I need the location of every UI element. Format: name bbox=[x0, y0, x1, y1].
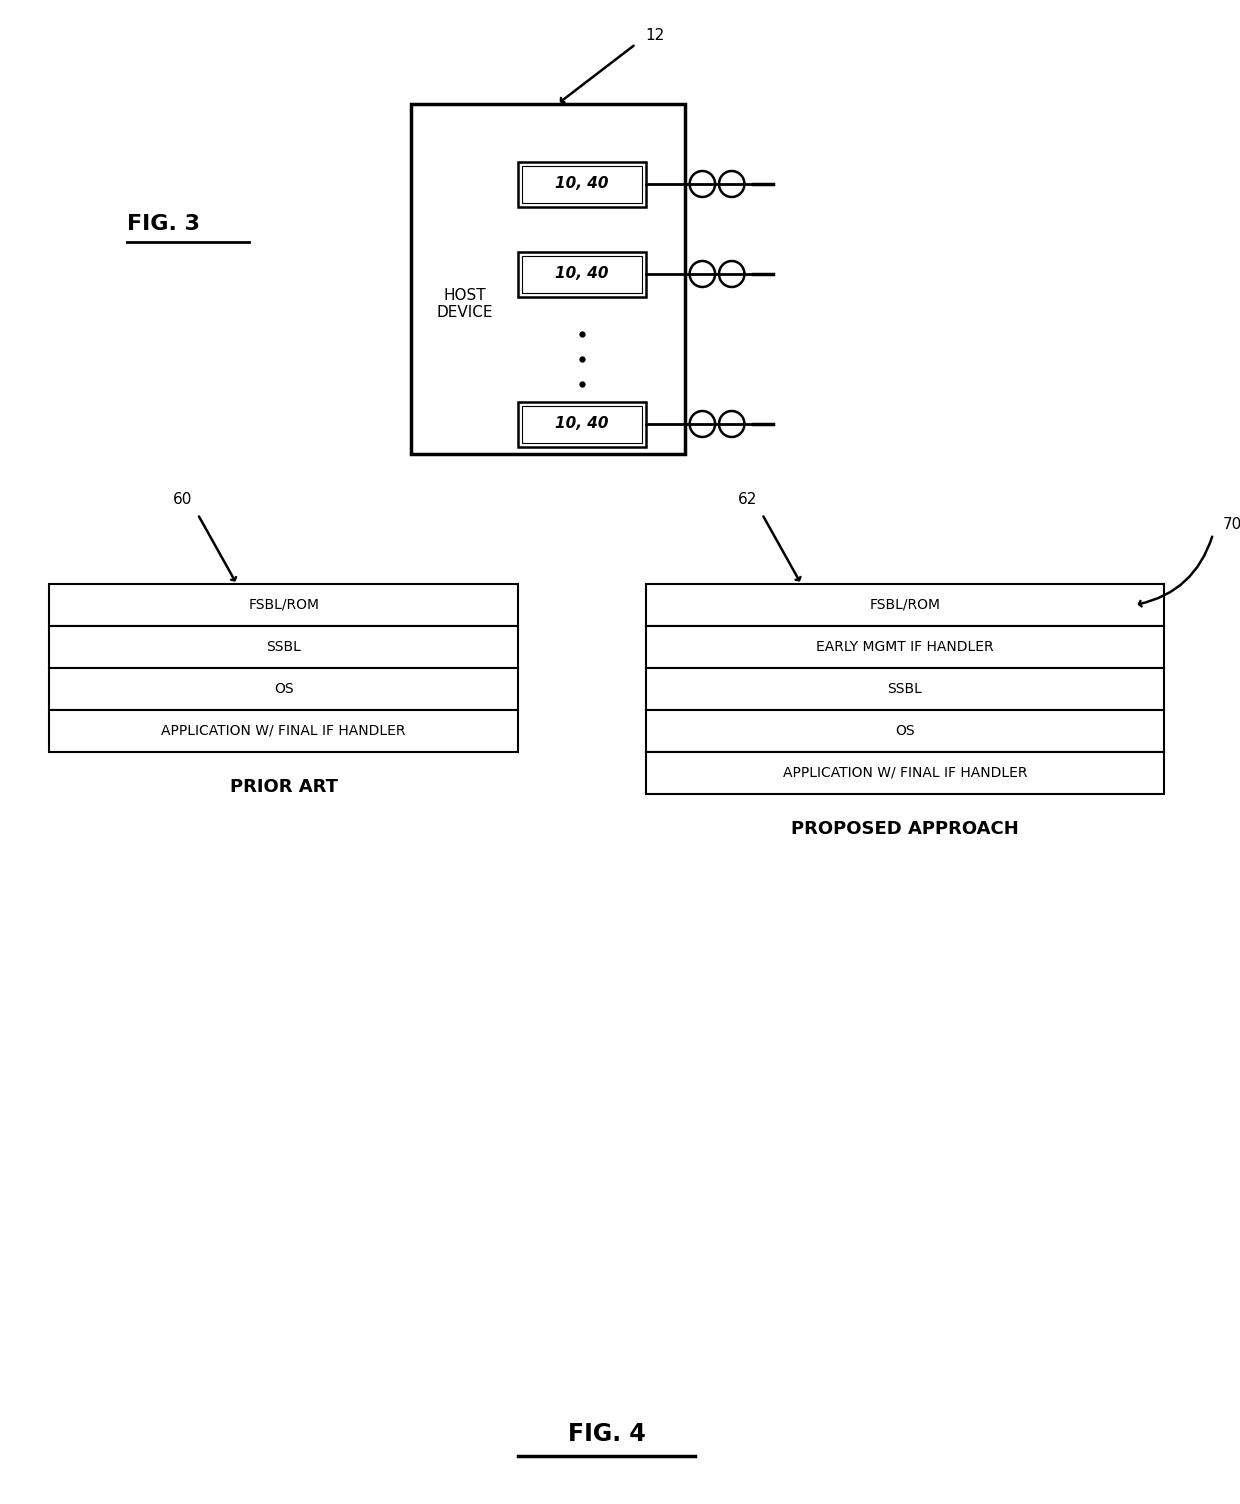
Text: OS: OS bbox=[895, 723, 915, 738]
Bar bbox=[646, 584, 1164, 626]
Text: 70: 70 bbox=[1223, 516, 1240, 531]
Text: PROPOSED APPROACH: PROPOSED APPROACH bbox=[791, 820, 1019, 838]
Text: FIG. 3: FIG. 3 bbox=[128, 214, 200, 235]
Bar bbox=[646, 710, 1164, 752]
Bar bbox=[522, 165, 642, 203]
Text: 62: 62 bbox=[738, 492, 758, 507]
Text: PRIOR ART: PRIOR ART bbox=[229, 778, 337, 796]
Bar bbox=[518, 402, 646, 447]
Bar bbox=[518, 161, 646, 206]
Bar bbox=[48, 626, 518, 668]
Bar bbox=[522, 256, 642, 292]
Text: 10, 40: 10, 40 bbox=[556, 266, 609, 281]
Text: SSBL: SSBL bbox=[267, 641, 301, 654]
Text: FSBL/ROM: FSBL/ROM bbox=[248, 599, 319, 612]
Text: 12: 12 bbox=[646, 29, 665, 44]
Bar bbox=[48, 710, 518, 752]
Text: EARLY MGMT IF HANDLER: EARLY MGMT IF HANDLER bbox=[816, 641, 993, 654]
Bar bbox=[518, 251, 646, 296]
Text: APPLICATION W/ FINAL IF HANDLER: APPLICATION W/ FINAL IF HANDLER bbox=[782, 766, 1027, 781]
Bar bbox=[48, 668, 518, 710]
Text: 10, 40: 10, 40 bbox=[556, 417, 609, 432]
Bar bbox=[522, 406, 642, 442]
Bar bbox=[646, 626, 1164, 668]
Text: SSBL: SSBL bbox=[888, 681, 923, 696]
Text: FIG. 4: FIG. 4 bbox=[568, 1421, 645, 1445]
Text: OS: OS bbox=[274, 681, 294, 696]
Text: FSBL/ROM: FSBL/ROM bbox=[869, 599, 940, 612]
Bar bbox=[48, 584, 518, 626]
Text: HOST
DEVICE: HOST DEVICE bbox=[436, 287, 494, 320]
Text: 10, 40: 10, 40 bbox=[556, 176, 609, 191]
Bar bbox=[646, 668, 1164, 710]
Text: 60: 60 bbox=[174, 492, 192, 507]
Text: APPLICATION W/ FINAL IF HANDLER: APPLICATION W/ FINAL IF HANDLER bbox=[161, 723, 405, 738]
Bar bbox=[646, 752, 1164, 794]
Bar bbox=[410, 104, 684, 454]
